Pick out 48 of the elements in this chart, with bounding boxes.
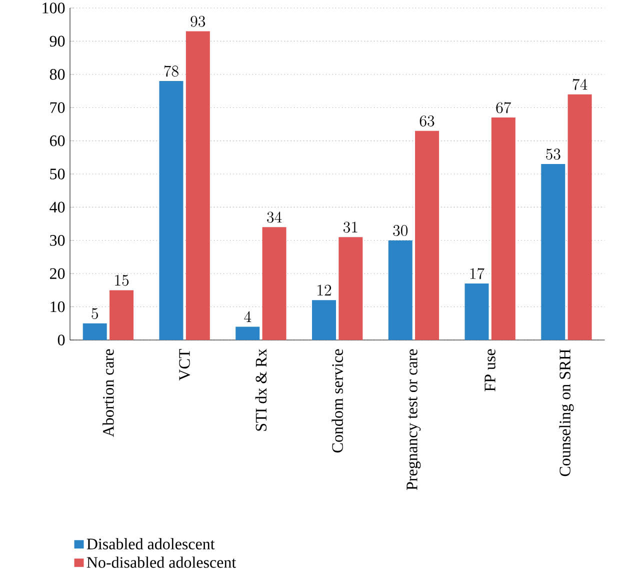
data-label: 63 — [420, 115, 434, 126]
bar — [82, 323, 107, 340]
bar — [159, 81, 184, 340]
bar — [338, 237, 363, 340]
bar — [464, 284, 489, 340]
x-tick-label: VCT — [179, 348, 190, 381]
bar — [541, 164, 566, 340]
x-tick-label: Pregnancy test or care — [406, 349, 421, 490]
bar — [236, 326, 260, 340]
data-label: 17 — [470, 268, 484, 280]
data-label: 30 — [393, 225, 408, 236]
data-label: 15 — [115, 274, 129, 286]
bar — [568, 94, 592, 340]
y-tick-label: 40 — [50, 202, 65, 213]
y-tick-label: 20 — [50, 268, 65, 279]
data-label: 74 — [572, 78, 588, 90]
y-tick-label: 30 — [50, 234, 65, 246]
x-tick-label: STI dx & Rx — [255, 348, 267, 431]
x-tick-label: Counseling on SRH — [559, 349, 574, 476]
data-label: 31 — [343, 222, 358, 233]
data-label: 5 — [92, 308, 98, 320]
bar — [491, 118, 516, 340]
data-label: 53 — [546, 148, 560, 160]
data-label: 78 — [164, 66, 178, 77]
y-tick-label: 90 — [50, 36, 65, 47]
y-tick-label: 70 — [50, 102, 65, 113]
x-tick-label: FP use — [484, 349, 496, 392]
bar — [110, 290, 134, 340]
data-label: 34 — [267, 212, 282, 223]
x-tick-label: Abortion care — [102, 349, 114, 437]
legend-label: No-disabled adolescent — [86, 556, 236, 568]
bar — [415, 130, 440, 340]
y-tick-label: 60 — [50, 135, 65, 146]
data-label: 4 — [244, 311, 252, 322]
y-tick-label: 80 — [50, 68, 65, 80]
bar — [388, 240, 412, 340]
bar — [186, 31, 210, 340]
y-tick-label: 0 — [58, 334, 65, 346]
y-tick-label: 10 — [50, 301, 65, 312]
data-label: 67 — [496, 102, 511, 114]
data-label: 12 — [318, 284, 332, 296]
legend-label: Disabled adolescent — [86, 538, 215, 550]
y-tick-label: 50 — [50, 168, 65, 180]
bar — [262, 227, 286, 340]
y-tick-label: 100 — [42, 2, 65, 14]
bar — [312, 300, 336, 340]
x-tick-label: Condom service — [332, 349, 343, 452]
data-label: 93 — [190, 16, 206, 27]
